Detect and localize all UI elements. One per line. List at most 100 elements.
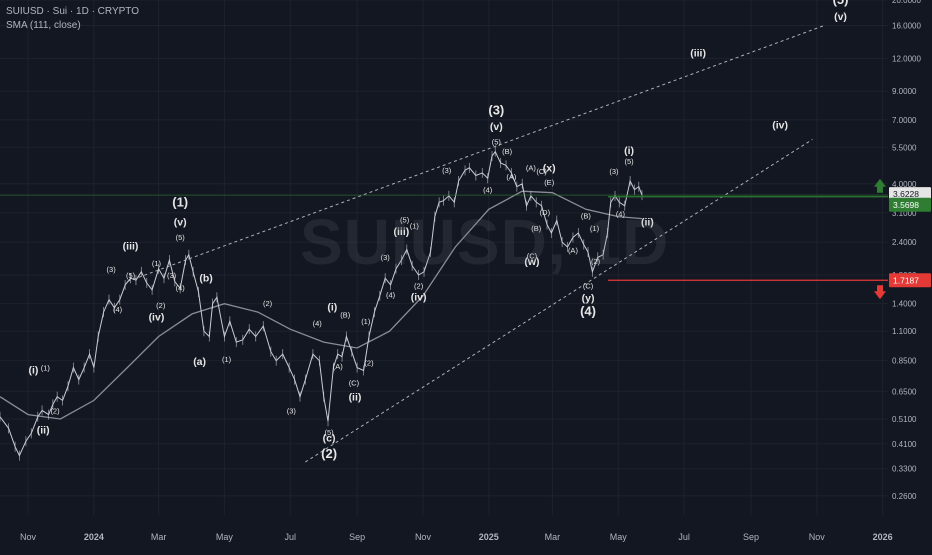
wave-label: (2) (364, 358, 374, 367)
level-badge-target (889, 197, 931, 212)
level-value-target: 3.5698 (893, 200, 919, 210)
x-tick-label: 2025 (479, 532, 499, 542)
wave-label: (2) (156, 301, 166, 310)
wave-label: (w) (524, 256, 539, 268)
wave-label: (iv) (772, 119, 788, 131)
wave-label: (1) (41, 363, 51, 372)
wave-label: (A) (526, 163, 537, 172)
wave-label: (1) (410, 222, 420, 231)
y-tick-label: 0.5100 (892, 415, 917, 424)
wave-label: (ii) (349, 391, 362, 403)
wave-label: (5) (325, 428, 335, 437)
wave-label: (i) (624, 145, 634, 157)
channel-trendline (127, 25, 825, 282)
wave-label: (A) (333, 362, 344, 371)
wave-label: (2) (321, 446, 337, 461)
symbol-watermark: SUIUSD, 1D (300, 206, 670, 278)
y-tick-label: 0.6500 (892, 387, 917, 396)
chart-legend: SUIUSD · Sui · 1D · CRYPTO SMA (111, clo… (6, 5, 139, 33)
y-tick-label: 2.4000 (892, 238, 917, 247)
y-tick-label: 5.5000 (892, 143, 917, 152)
wave-label: (4) (176, 284, 186, 293)
x-tick-label: Sep (743, 532, 759, 542)
wave-label: (5) (492, 137, 502, 146)
x-tick-label: Sep (349, 532, 365, 542)
wave-label: (x) (543, 163, 556, 175)
wave-label: (C) (583, 281, 594, 290)
level-value-stop: 1.7187 (893, 275, 919, 285)
wave-label: (iii) (123, 240, 139, 252)
x-tick-label: 2024 (84, 532, 104, 542)
wave-label: (4) (386, 290, 396, 299)
wave-label: (5) (176, 233, 186, 242)
wave-label: (v) (834, 11, 847, 23)
wave-label: (a) (193, 356, 206, 368)
x-tick-label: May (216, 532, 234, 542)
wave-label: (1) (361, 317, 371, 326)
y-tick-label: 9.0000 (892, 87, 917, 96)
x-tick-label: Nov (415, 532, 432, 542)
wave-label: (iii) (394, 226, 410, 238)
wave-label: (5) (126, 271, 136, 280)
wave-label: (2) (591, 257, 601, 266)
wave-label: (C) (536, 167, 547, 176)
level-value-current: 3.6228 (893, 189, 919, 199)
wave-label: (C) (527, 251, 538, 260)
wave-label: (3) (287, 407, 297, 416)
wave-label: (3) (107, 265, 117, 274)
y-tick-label: 1.4000 (892, 300, 917, 309)
arrow-down-icon (874, 285, 886, 300)
wave-label: (5) (624, 157, 634, 166)
wave-label: (i) (28, 364, 38, 376)
wave-label: (3) (442, 166, 452, 175)
wave-label: (4) (580, 304, 596, 319)
x-tick-label: Nov (20, 532, 37, 542)
wave-label: (v) (174, 216, 187, 228)
symbol-info[interactable]: SUIUSD · Sui · 1D · CRYPTO (6, 6, 139, 17)
wave-label: (1) (222, 355, 232, 364)
x-tick-label: May (610, 532, 628, 542)
price-line (0, 150, 643, 457)
wave-label: (ii) (641, 216, 654, 228)
arrow-up-icon (874, 178, 886, 193)
wave-label: (3) (381, 253, 391, 262)
indicator-label[interactable]: SMA (111, close) (6, 20, 81, 31)
wave-label: (3) (167, 271, 177, 280)
x-tick-label: Jul (284, 532, 296, 542)
y-tick-label: 4.0000 (892, 180, 917, 189)
wave-label: (A) (568, 246, 579, 255)
wave-label: (2) (414, 281, 424, 290)
wave-label: (1) (152, 259, 162, 268)
level-badge-stop (889, 273, 931, 288)
wave-label: (b) (199, 273, 212, 285)
y-tick-label: 0.2600 (892, 492, 917, 501)
wave-label: (1) (590, 224, 600, 233)
wave-label: (2) (50, 407, 60, 416)
wave-label: (y) (582, 292, 595, 304)
wave-label: (4) (483, 186, 493, 195)
x-tick-label: 2026 (873, 532, 893, 542)
level-badge-current (889, 187, 931, 202)
wave-label: (5) (833, 0, 849, 7)
wave-label: (4) (616, 210, 626, 219)
wave-label: (B) (502, 147, 513, 156)
y-tick-label: 16.0000 (892, 21, 921, 30)
x-tick-label: Mar (545, 532, 561, 542)
wave-label: (B) (531, 224, 542, 233)
y-tick-label: 0.3300 (892, 465, 917, 474)
y-tick-label: 0.8500 (892, 357, 917, 366)
wave-label: (v) (490, 121, 503, 133)
wave-label: (iv) (411, 291, 427, 303)
x-tick-label: Jul (678, 532, 690, 542)
y-tick-label: 1.1000 (892, 327, 917, 336)
wave-label: (B) (340, 311, 351, 320)
y-tick-label: 12.0000 (892, 54, 921, 63)
wave-label: (A) (506, 173, 517, 182)
channel-trendline (305, 138, 813, 463)
y-tick-label: 20.0000 (892, 0, 921, 5)
x-tick-label: Nov (809, 532, 826, 542)
wave-label: (2) (263, 299, 273, 308)
y-tick-label: 0.4100 (892, 440, 917, 449)
wave-label: (B) (581, 212, 592, 221)
